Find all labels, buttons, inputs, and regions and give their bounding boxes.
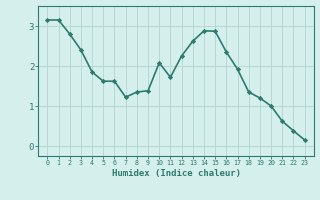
X-axis label: Humidex (Indice chaleur): Humidex (Indice chaleur): [111, 169, 241, 178]
